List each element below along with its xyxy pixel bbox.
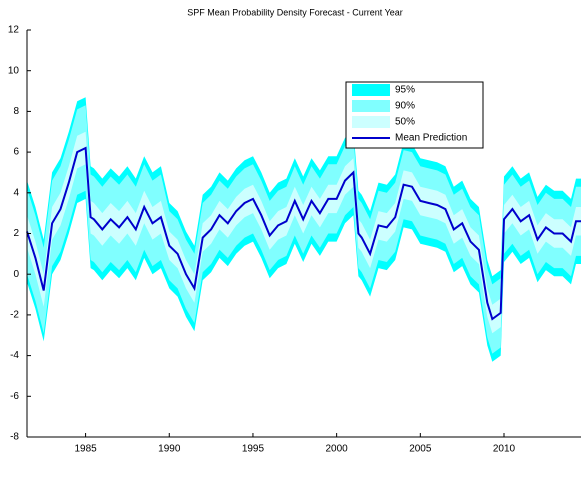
- y-tick-label: 12: [8, 25, 20, 36]
- legend-swatch: [352, 84, 390, 96]
- legend-swatch: [352, 116, 390, 128]
- y-tick-label: 6: [13, 147, 19, 158]
- x-tick-label: 1985: [74, 444, 97, 455]
- mean-line: [26, 146, 581, 321]
- y-tick-label: -4: [10, 350, 19, 361]
- legend-label: 90%: [395, 101, 415, 112]
- y-tick-label: -8: [10, 432, 19, 443]
- legend-label: 95%: [395, 85, 415, 96]
- x-tick-label: 2000: [326, 444, 349, 455]
- y-tick-label: 8: [13, 106, 19, 117]
- y-tick-label: -6: [10, 391, 19, 402]
- y-tick-label: 4: [13, 187, 19, 198]
- x-tick-label: 1995: [242, 444, 265, 455]
- legend-label: 50%: [395, 117, 415, 128]
- band: [27, 131, 581, 334]
- x-tick-label: 1990: [158, 444, 181, 455]
- y-tick-label: 0: [13, 269, 19, 280]
- legend-label: Mean Prediction: [395, 133, 467, 144]
- y-tick-label: 10: [8, 65, 20, 76]
- y-tick-label: -2: [10, 310, 19, 321]
- chart-title: SPF Mean Probability Density Forecast - …: [187, 7, 403, 17]
- x-tick-label: 2010: [493, 444, 516, 455]
- legend-swatch: [352, 100, 390, 112]
- x-tick-label: 2005: [409, 444, 432, 455]
- y-tick-label: 2: [13, 228, 19, 239]
